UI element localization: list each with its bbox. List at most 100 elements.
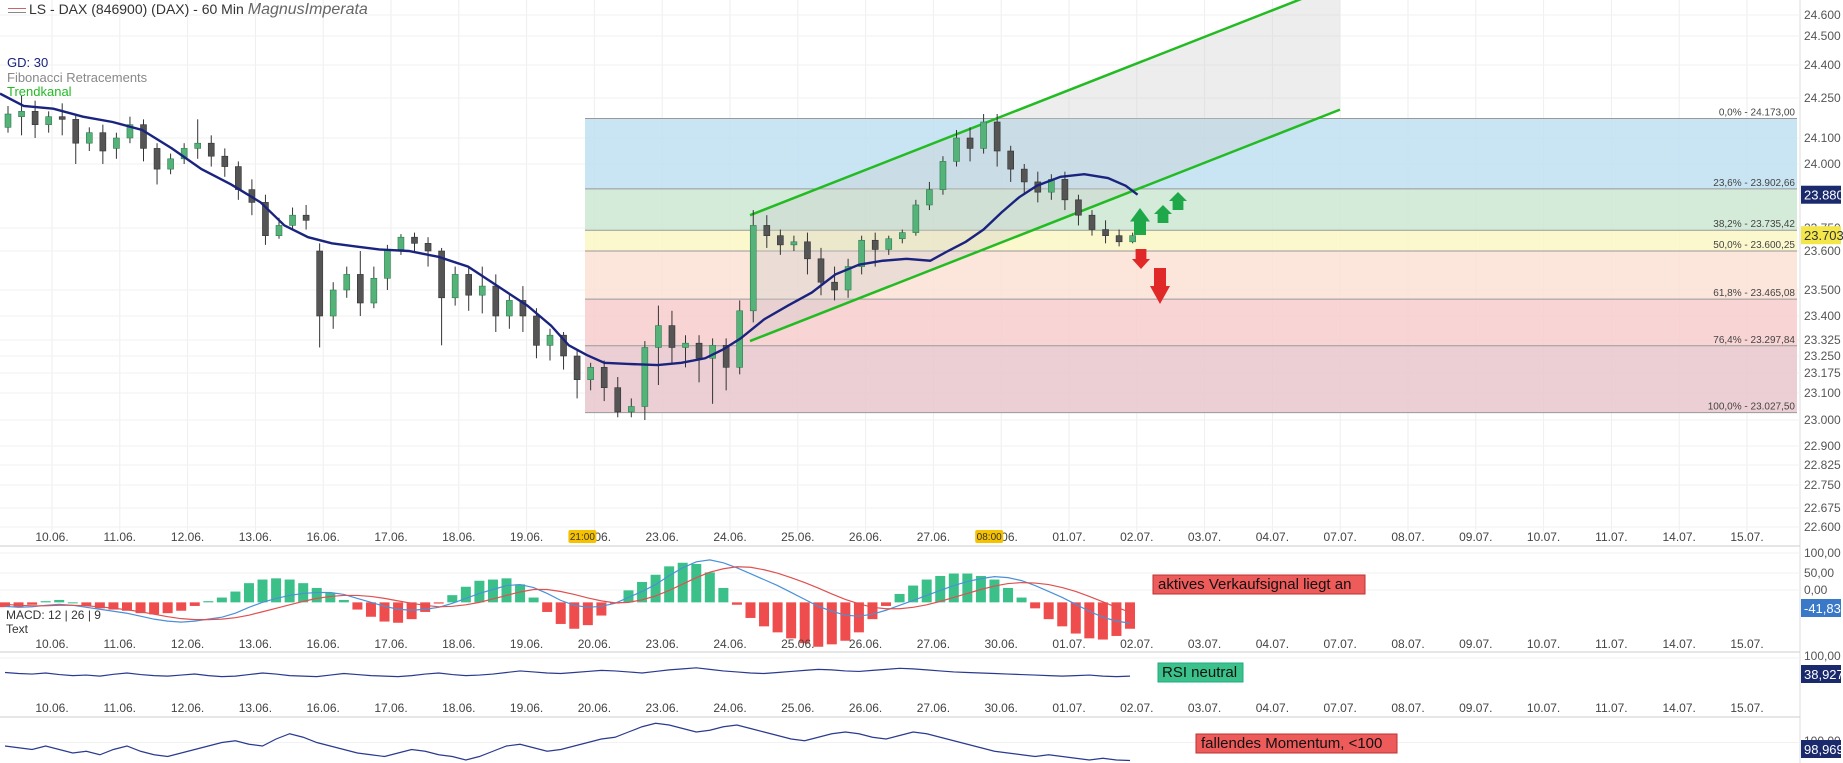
trend-lower-line — [749, 108, 1341, 343]
x-tick-label: 08.07. — [1391, 530, 1424, 544]
candle-body — [912, 204, 920, 233]
candle-body — [451, 274, 459, 299]
candle-body — [953, 137, 960, 162]
gd30-line — [0, 92, 1139, 367]
candle-body — [153, 148, 161, 170]
candle-body — [113, 137, 120, 149]
rsi-x-tick-label: 14.07. — [1663, 701, 1696, 715]
x-tick-label: 15.07. — [1730, 530, 1763, 544]
candle — [1115, 229, 1123, 247]
macd-histogram-bar — [542, 602, 553, 612]
macd-histogram-bar — [1111, 602, 1122, 636]
macd-histogram-bar — [1084, 602, 1095, 639]
macd-histogram-bar — [691, 563, 702, 603]
candle-body — [262, 202, 269, 236]
candle-body — [898, 232, 906, 240]
rsi-x-tick-label: 07.07. — [1324, 701, 1357, 715]
candle-body — [993, 121, 1001, 152]
rsi-x-tick-label: 30.06. — [985, 701, 1018, 715]
rsi-x-tick-label: 10.07. — [1527, 701, 1560, 715]
macd-histogram-bar — [230, 591, 241, 603]
candle-body — [45, 116, 52, 125]
candle-body — [519, 300, 527, 317]
macd-x-tick-label: 27.06. — [917, 637, 950, 651]
x-tick-label: 25.06. — [781, 530, 814, 544]
trend-channel-fill — [750, 0, 1340, 342]
arrow-up-icon — [1130, 208, 1150, 235]
macd-x-tick-label: 13.06. — [239, 637, 272, 651]
candle-body — [926, 189, 933, 206]
fib-zone — [585, 118, 1797, 189]
candle-body — [790, 241, 798, 246]
macd-histogram-bar — [460, 586, 471, 603]
macd-histogram-bar — [908, 585, 919, 603]
candle-body — [804, 241, 811, 260]
macd-histogram-bar — [813, 602, 824, 647]
candle-body — [4, 113, 12, 128]
candle — [790, 235, 798, 251]
macd-histogram-bar — [555, 602, 566, 624]
macd-histogram-bar — [704, 572, 715, 603]
macd-histogram-bar — [474, 580, 485, 603]
candle-body — [438, 250, 445, 299]
y-tick-label: 23.325 — [1804, 333, 1841, 347]
candle-body — [1088, 214, 1096, 230]
macd-histogram-bar — [216, 597, 227, 603]
macd-histogram-bar — [447, 595, 458, 603]
candle — [600, 360, 608, 402]
candle — [99, 124, 107, 164]
legend-fibonacci: Fibonacci Retracements — [7, 70, 148, 85]
candle — [194, 119, 201, 159]
macd-histogram-bar — [935, 575, 946, 603]
time-highlight-badge — [975, 530, 1004, 543]
candle — [438, 247, 445, 346]
candle — [777, 229, 784, 255]
x-tick-label: 10.06. — [35, 530, 68, 544]
candle — [180, 143, 188, 164]
rsi-x-tick-label: 25.06. — [781, 701, 814, 715]
macd-histogram-bar — [650, 574, 661, 603]
macd-histogram-bar — [1043, 602, 1054, 620]
y-tick-label: 23.600 — [1804, 244, 1841, 258]
macd-signal-line — [4, 566, 1131, 621]
candle-body — [533, 315, 540, 346]
macd-histogram-bar — [1057, 602, 1068, 627]
candle — [533, 308, 540, 359]
macd-x-tick-label: 03.07. — [1188, 637, 1221, 651]
rsi-x-tick-label: 03.07. — [1188, 701, 1221, 715]
candle-body — [641, 347, 649, 407]
candle — [926, 181, 933, 211]
candle — [18, 95, 25, 136]
candle-body — [126, 124, 134, 139]
rsi-x-tick-label: 04.07. — [1256, 701, 1289, 715]
candle-body — [939, 161, 947, 190]
time-highlight-label: 08:00 — [977, 532, 1002, 543]
macd-x-tick-label: 04.07. — [1256, 637, 1289, 651]
series-swatch-icon — [8, 7, 26, 13]
candle — [966, 127, 974, 162]
fib-level-label: 0,0% - 24.173,00 — [1719, 108, 1796, 119]
candle-body — [587, 367, 594, 380]
y-tick-label: 23.400 — [1804, 309, 1841, 323]
candle — [329, 282, 337, 329]
candle — [72, 114, 80, 164]
macd-histogram-bar — [135, 602, 146, 614]
rsi-x-tick-label: 13.06. — [239, 701, 272, 715]
macd-histogram-bar — [379, 602, 390, 622]
candle-body — [18, 111, 25, 117]
x-tick-label: 13.06. — [239, 530, 272, 544]
candle — [465, 266, 473, 311]
macd-histogram-bar — [1030, 602, 1041, 609]
macd-title: MACD: 12 | 26 | 9 — [6, 608, 101, 622]
candle — [844, 258, 852, 298]
macd-histogram-bar — [948, 573, 959, 603]
y-tick-label: 24.250 — [1804, 91, 1841, 105]
macd-histogram-bar — [989, 579, 1000, 603]
macd-histogram-bar — [501, 578, 512, 603]
macd-histogram-bar — [433, 602, 444, 604]
candle — [939, 156, 947, 195]
x-tick-label: 11.06. — [104, 530, 136, 544]
candle-body — [397, 236, 405, 250]
macd-x-tick-label: 10.06. — [35, 637, 68, 651]
candle-body — [1129, 235, 1136, 243]
